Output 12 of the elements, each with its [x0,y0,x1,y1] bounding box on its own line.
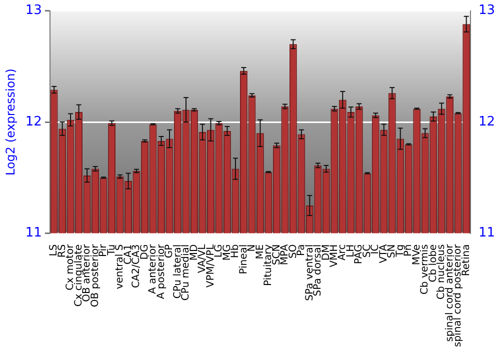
y2-tick-label: 13 [478,3,496,18]
x-tick-label: Tg [394,244,406,258]
y-tick-label: 11 [25,226,42,241]
x-tick-label: Pituitary [263,244,274,286]
y2-tick-label: 12 [478,114,496,130]
x-tick-label: A posterior [156,243,167,300]
x-tick-label: OB posterior [90,243,101,308]
y-tick-label: 13 [25,3,42,18]
y-axis-title: Log2 (expression) [3,68,18,176]
y2-tick-label: 11 [478,226,496,241]
y-tick-label: 12 [25,114,42,130]
x-tick-label: ME [254,244,266,260]
